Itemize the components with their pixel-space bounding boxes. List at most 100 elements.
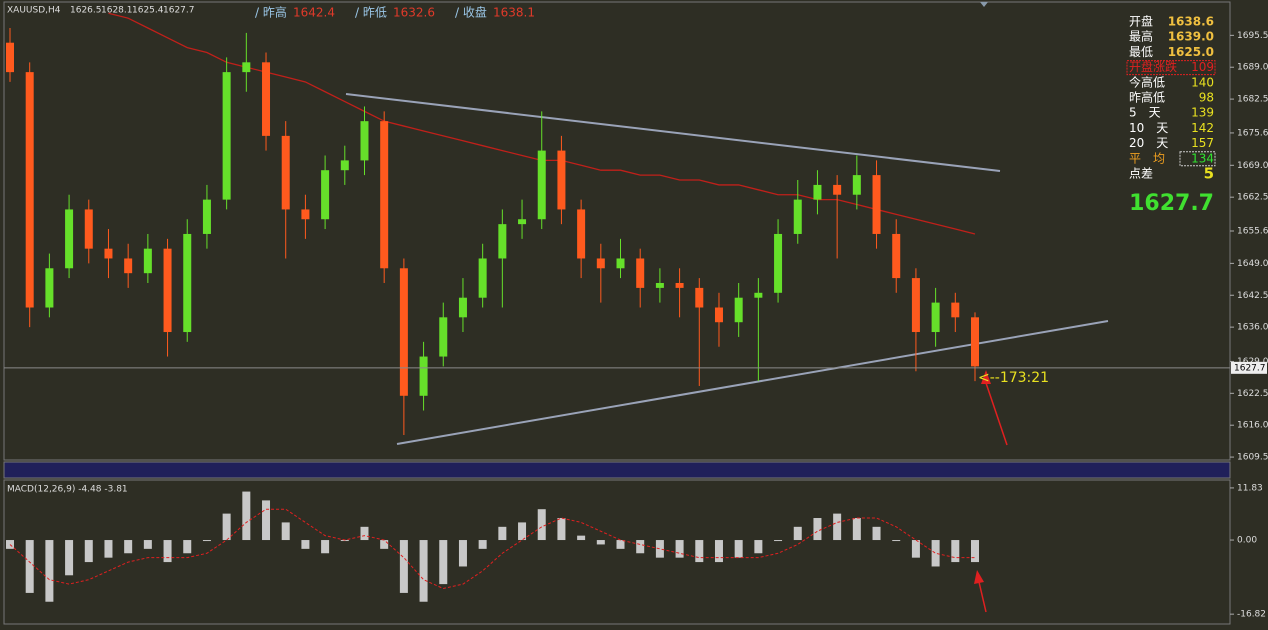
candle-body [852, 175, 861, 195]
stat-label: / 收盘 [455, 5, 487, 20]
candle-body [872, 175, 881, 234]
info-value: 134 [1191, 151, 1214, 165]
candle-body [754, 292, 763, 298]
indicator-strip [3, 461, 1231, 479]
macd-bar [163, 540, 172, 563]
macd-bar [636, 540, 645, 554]
candle-body [202, 199, 211, 234]
macd-bar [734, 540, 743, 558]
stat-label: / 昨低 [355, 6, 387, 20]
candle-body [971, 317, 979, 367]
candle-body [616, 258, 625, 269]
stat-value: 1632.6 [393, 6, 435, 20]
macd-bar [518, 522, 527, 541]
info-value: 5 [1204, 165, 1214, 183]
y-tick-label: 1682.5 [1237, 95, 1268, 105]
macd-bar [281, 522, 290, 541]
macd-bar [754, 540, 763, 554]
candle-body [793, 199, 802, 234]
y-tick-label: -16.82 [1237, 610, 1266, 620]
info-value: 98 [1199, 91, 1214, 105]
y-tick-label: 1609.5 [1237, 453, 1268, 463]
candle-body [124, 258, 133, 274]
macd-bar [557, 518, 566, 541]
candle-body [714, 307, 723, 323]
macd-label: MACD(12,26,9) -4.48 -3.81 [7, 485, 128, 495]
candle-body [498, 224, 507, 259]
macd-bar [321, 540, 330, 554]
arrow-head [974, 570, 984, 584]
macd-bar [183, 540, 192, 554]
macd-bar [872, 526, 881, 541]
candle-body [951, 302, 960, 318]
info-label: 5 天 [1129, 106, 1161, 120]
candle-body [695, 287, 704, 308]
big-price: 1627.7 [1129, 191, 1214, 216]
info-label: 10 天 [1129, 121, 1168, 135]
y-tick-label: 1642.5 [1237, 291, 1268, 301]
candle-body [833, 184, 842, 195]
y-tick-label: 1689.0 [1237, 63, 1268, 73]
trend-line [345, 93, 1001, 172]
macd-bar [143, 540, 152, 549]
ohlc-value: 1627.7 [163, 6, 195, 16]
info-label: 20 天 [1129, 136, 1168, 150]
macd-bar [84, 540, 93, 563]
y-tick-label: 0.00 [1237, 536, 1257, 546]
row-box [1126, 60, 1216, 76]
info-value: 139 [1191, 106, 1214, 120]
info-label: 最高 [1129, 29, 1153, 44]
macd-bar [537, 509, 546, 541]
info-label: 昨高低 [1129, 90, 1165, 105]
macd-bar [616, 540, 625, 549]
candle-body [911, 278, 920, 333]
candle-body [458, 297, 467, 318]
candle-body [577, 209, 586, 259]
marker [980, 2, 988, 7]
candle-body [813, 184, 822, 200]
macd-bar [104, 540, 113, 558]
candle-body [734, 297, 743, 323]
macd-pane [3, 479, 1231, 625]
candle-body [931, 302, 940, 333]
y-tick-label: 1669.0 [1237, 161, 1268, 171]
macd-bar [65, 540, 74, 576]
macd-bar [793, 526, 802, 541]
macd-bar [714, 540, 723, 563]
y-tick-label: 1636.0 [1237, 323, 1268, 333]
info-value: 157 [1191, 136, 1214, 150]
macd-bar [478, 540, 487, 549]
candle-body [321, 170, 330, 220]
info-value: 109 [1191, 60, 1214, 74]
macd-bar [852, 518, 861, 541]
macd-bar [951, 540, 960, 563]
candle-body [478, 258, 487, 298]
candle-body [518, 219, 527, 225]
info-value: 1638.6 [1168, 15, 1214, 29]
info-value: 140 [1191, 75, 1214, 89]
price-label: 1627.7 [1234, 363, 1266, 373]
info-value: 1625.0 [1168, 45, 1214, 59]
candle-body [675, 282, 684, 288]
stat-value: 1642.4 [293, 6, 335, 20]
info-value: 142 [1191, 121, 1214, 135]
ohlc-value: 1628.1 [101, 6, 133, 16]
y-tick-label: 1695.5 [1237, 31, 1268, 41]
macd-bar [222, 513, 231, 541]
macd-bar [655, 540, 664, 558]
macd-bar [675, 540, 684, 558]
candle-body [380, 121, 389, 269]
candle-body [163, 248, 172, 333]
y-tick-label: 1649.0 [1237, 259, 1268, 269]
price-box [1231, 361, 1267, 374]
y-tick-label: 1662.5 [1237, 193, 1268, 203]
macd-bar [242, 491, 251, 541]
info-label: 今高低 [1129, 74, 1165, 89]
candle-body [222, 72, 231, 200]
signal-line [9, 508, 975, 590]
candle-body [242, 62, 251, 73]
macd-bar [360, 526, 369, 541]
macd-bar [301, 540, 310, 549]
info-label: 点差 [1129, 167, 1153, 181]
